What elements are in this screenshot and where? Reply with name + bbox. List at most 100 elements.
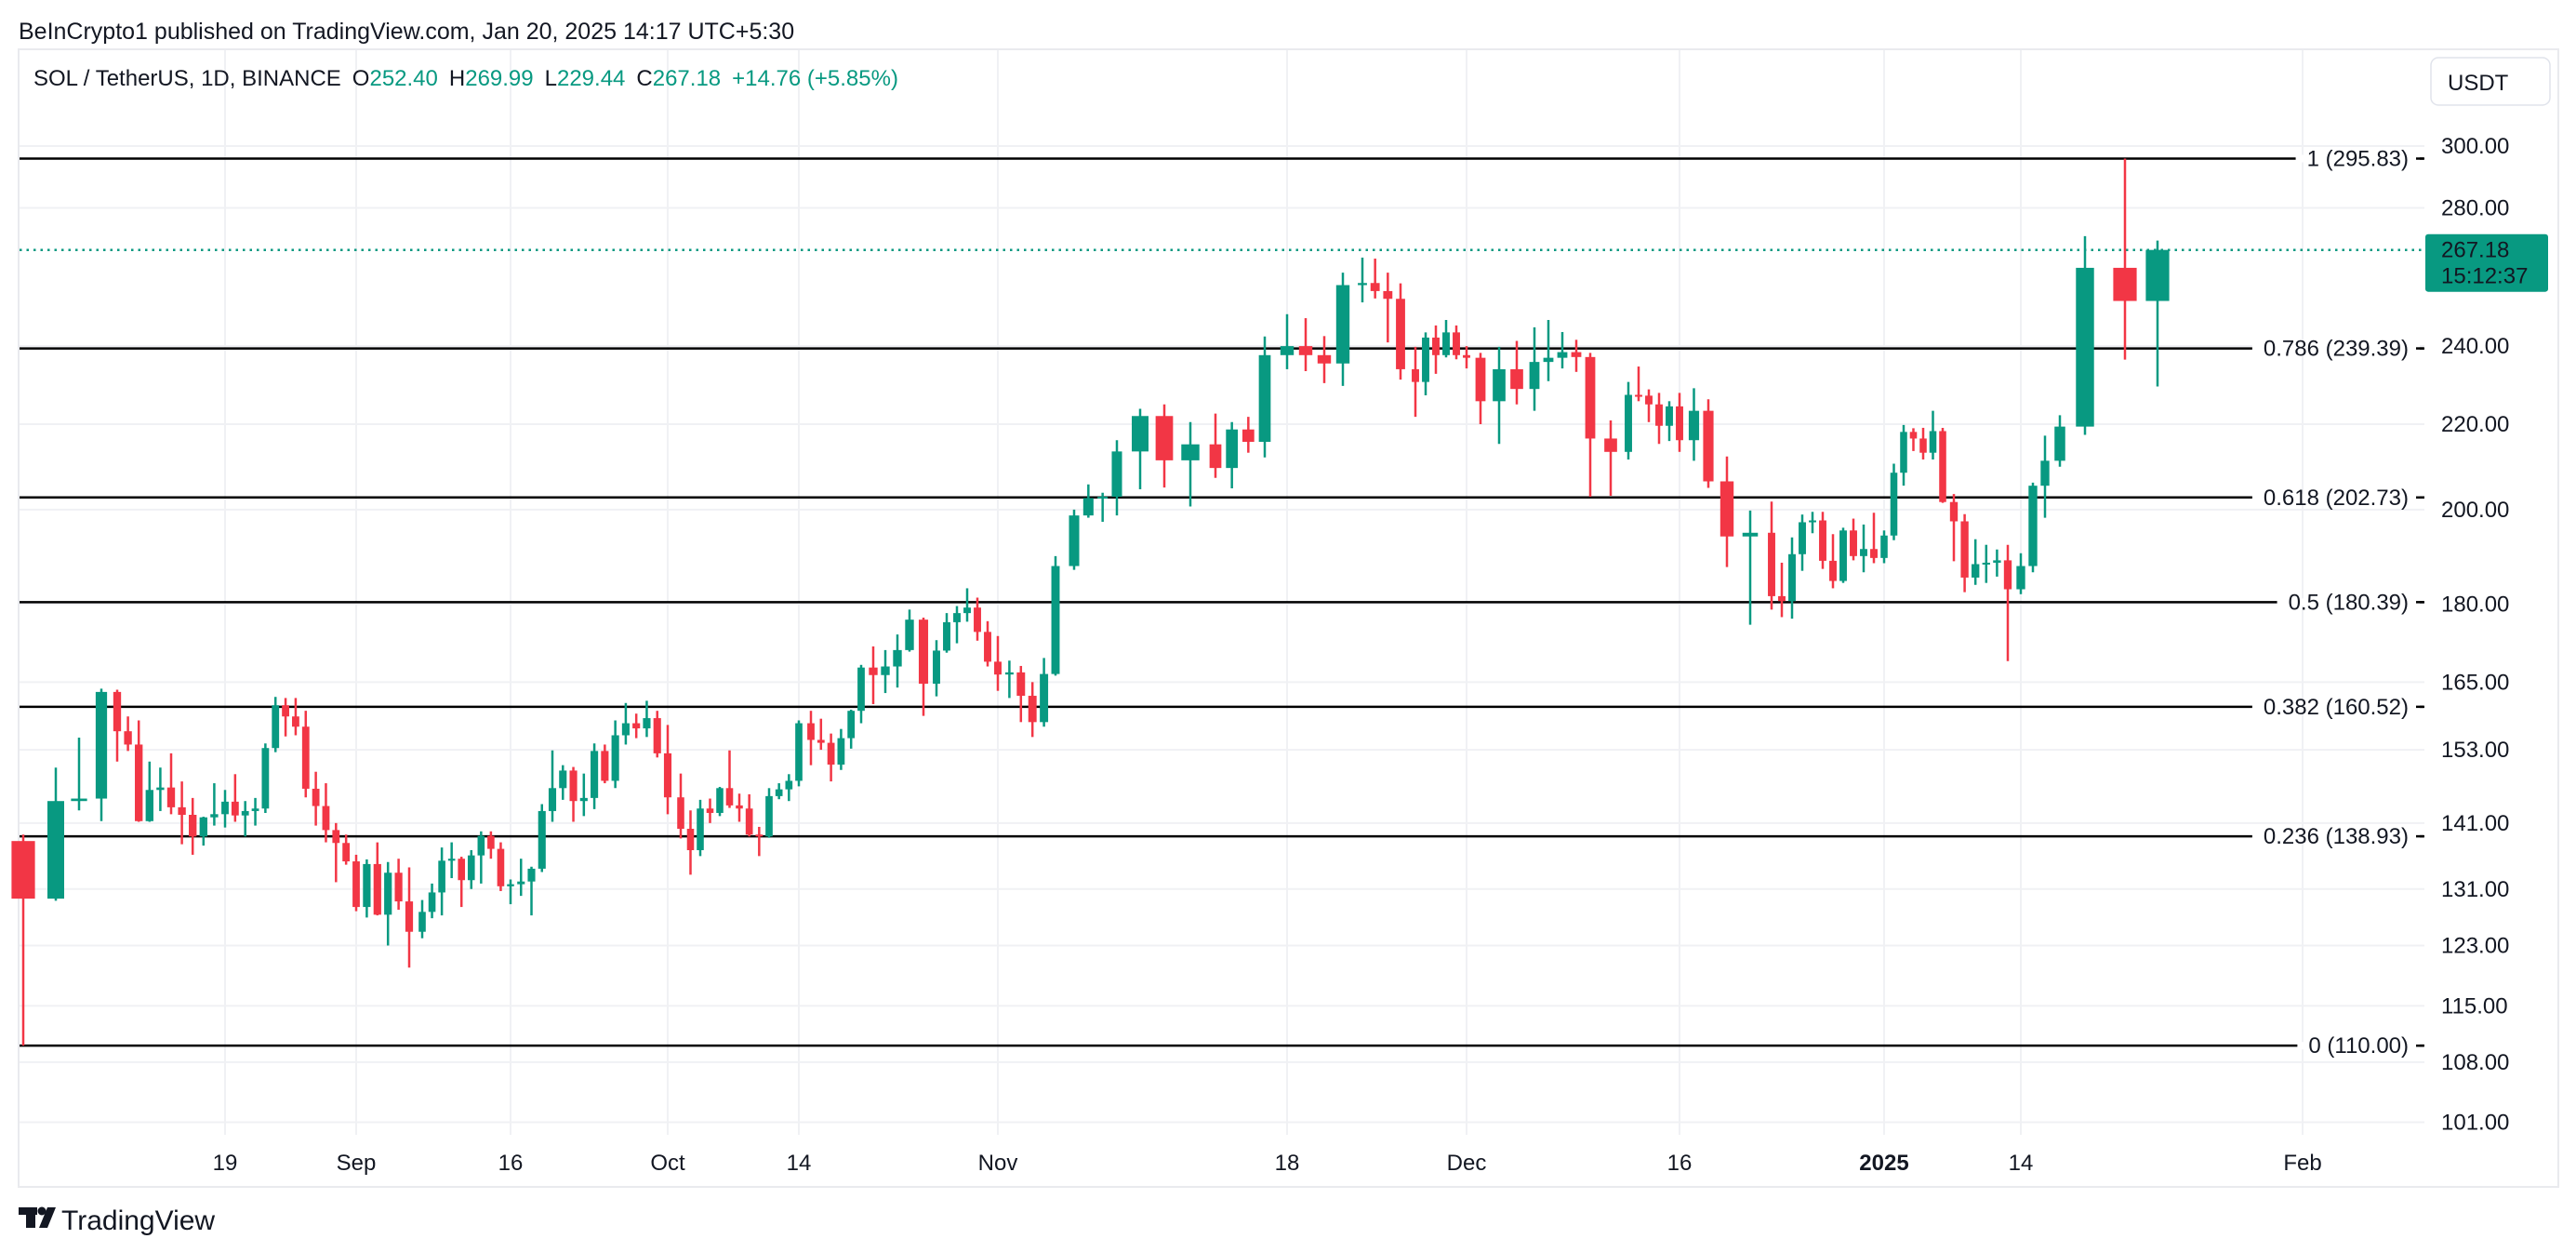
candle [643,700,651,738]
candle [548,750,557,822]
candle-body [1929,431,1937,453]
candle-body [145,790,153,821]
candle-body [1571,352,1582,357]
candle-body [1453,332,1460,355]
candle-body [438,860,445,893]
symbol-legend: SOL / TetherUS, 1D, BINANCE O252.40 H269.9… [33,66,898,91]
fib-level-label: 0.382 (160.52) [2264,695,2409,720]
candle [1463,346,1470,369]
currency-button[interactable]: USDT [2430,57,2551,106]
time-tick-label: Sep [337,1151,377,1176]
candle-body [881,666,890,675]
candle-body [1909,432,1918,439]
candle [497,842,505,891]
candle [1809,512,1816,534]
candle [1442,320,1450,358]
time-tick-label: Dec [1447,1151,1487,1176]
candle [1909,428,1918,451]
time-tick-label: 14 [787,1151,812,1176]
candle [1111,440,1122,516]
price-tick-label: 200.00 [2441,498,2509,523]
candle-body [1383,290,1393,300]
candle [725,750,734,808]
candle-body [745,808,753,835]
candle [2040,435,2050,518]
candle [438,847,445,916]
time-tick-label: Oct [650,1151,685,1176]
candle-body [1097,496,1109,499]
candle [1028,682,1037,738]
candle-body [1960,521,1969,578]
candle-body [1028,696,1037,723]
candle [1543,320,1554,381]
candle-body [837,738,845,765]
candle-body [918,619,929,685]
candle-body [1939,431,1946,502]
fib-label-bg [2251,493,2420,501]
candle-body [1799,522,1806,554]
candle-body [827,742,835,765]
fib-level-label: 0.786 (239.39) [2264,337,2409,362]
price-axis[interactable]: 300.00 280.00 240.00 220.00 200.00 180.00 165.… [2441,134,2509,1135]
candle [135,720,143,822]
candle-body [775,789,783,796]
candle [1004,660,1014,699]
tradingview-logo[interactable]: TradingView [19,1205,215,1236]
fibonacci-retracement[interactable] [20,157,2424,1047]
candle [272,697,280,753]
candle [837,728,845,770]
candle-body [1829,560,1837,581]
currency-button-frame[interactable] [2430,57,2551,106]
candle-body [292,716,299,727]
candle-body [1412,368,1419,382]
candle-body [1004,672,1014,675]
candle-body [755,834,764,837]
candle-body [261,748,270,809]
candle-body [1742,532,1759,537]
candle [1960,513,1969,593]
candle [2145,240,2170,387]
currency-button-label[interactable]: USDT [2448,71,2509,96]
candle [1510,340,1523,405]
candle [1529,326,1540,411]
price-tick-label: 153.00 [2441,738,2509,763]
candle-body [384,872,392,915]
candle-body [166,787,176,807]
candle [893,634,902,688]
candle-body [2040,460,2050,486]
candle-body [807,723,815,740]
candle-body [1982,562,1990,565]
candle-body [601,751,609,781]
candle-body [1155,416,1174,460]
symbol-title: SOL / TetherUS, 1D, BINANCE [33,66,341,91]
candle [1900,424,1907,486]
candle [1258,336,1271,458]
candle [2054,415,2065,467]
candle [467,849,475,889]
time-axis[interactable]: 19 Sep 16 Oct 14 Nov 18 Dec 16 2025 14 Feb [213,1151,2322,1176]
candle [1604,420,1617,497]
candle-body [663,753,672,798]
candle-body [2145,249,2170,301]
candle-body [1069,515,1080,566]
candle [124,716,132,752]
candle [653,711,661,758]
candle-body [621,723,630,736]
candle [1571,340,1582,372]
price-tick-label: 141.00 [2441,811,2509,836]
candle [1016,665,1026,723]
price-tick-label: 220.00 [2441,412,2509,437]
candle-body [477,835,485,856]
candle [1655,393,1663,445]
candle [221,790,229,828]
candle-body [2076,267,2094,427]
candle-body [1949,501,1959,522]
candle-body [1396,299,1405,369]
candle-body [1317,354,1332,364]
candle [47,767,64,901]
candle [943,613,950,653]
time-tick-label: 16 [1667,1151,1693,1176]
candle-body [312,788,320,806]
candle-body [1819,520,1826,561]
